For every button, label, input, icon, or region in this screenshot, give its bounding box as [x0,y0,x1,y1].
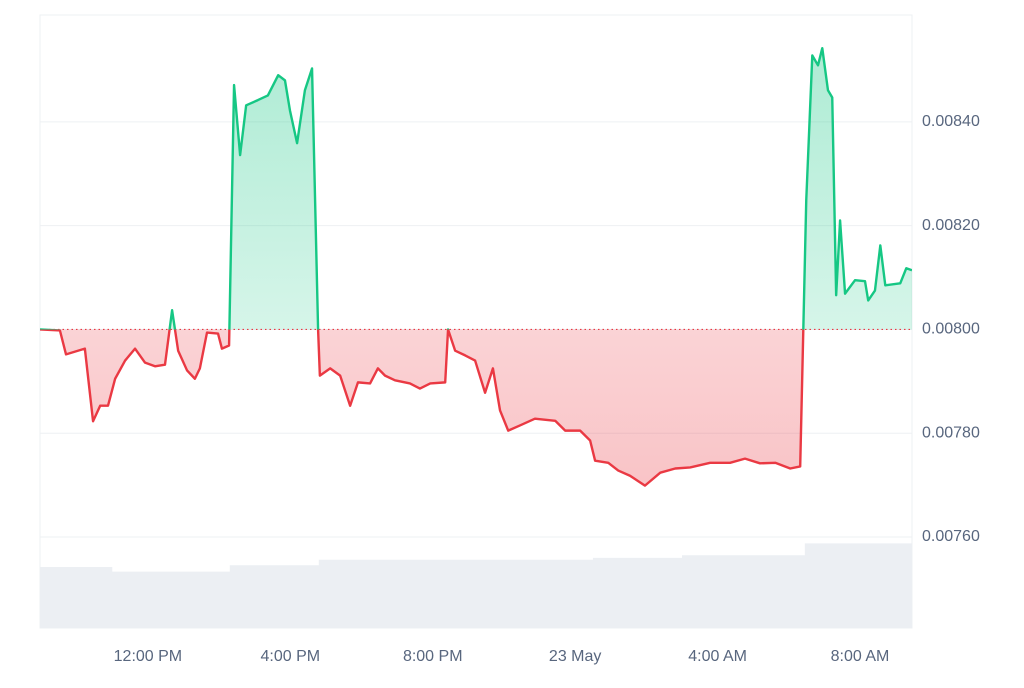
price-line-down [40,329,805,487]
price-line-up [40,47,912,330]
x-tick-label: 4:00 PM [261,648,321,665]
area-down [40,329,804,486]
x-tick-label: 4:00 AM [688,648,747,665]
y-tick-label: 0.00820 [922,217,980,234]
volume-area [40,543,912,628]
y-tick-label: 0.00840 [922,113,980,130]
y-tick-label: 0.00780 [922,424,980,441]
y-tick-label: 0.00760 [922,528,980,545]
x-tick-label: 8:00 AM [831,648,890,665]
y-tick-label: 0.00800 [922,321,980,338]
x-tick-label: 23 May [549,648,601,665]
area-up [40,48,912,330]
x-tick-label: 8:00 PM [403,648,463,665]
x-tick-label: 12:00 PM [114,648,182,665]
